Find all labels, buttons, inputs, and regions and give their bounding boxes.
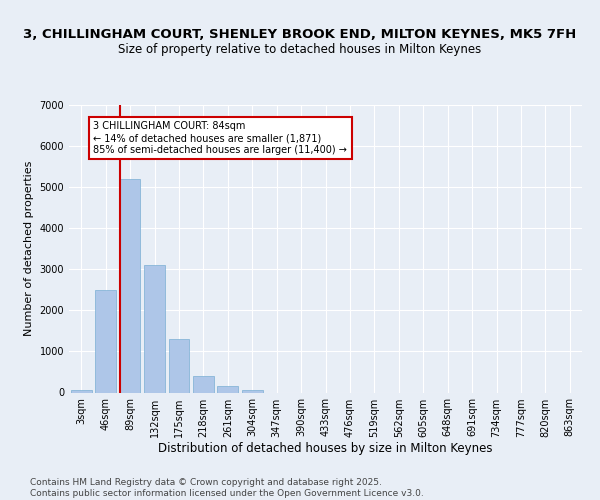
Bar [169, 339, 190, 392]
Y-axis label: Number of detached properties: Number of detached properties [24, 161, 34, 336]
Text: Size of property relative to detached houses in Milton Keynes: Size of property relative to detached ho… [118, 42, 482, 56]
Text: 3, CHILLINGHAM COURT, SHENLEY BROOK END, MILTON KEYNES, MK5 7FH: 3, CHILLINGHAM COURT, SHENLEY BROOK END,… [23, 28, 577, 40]
X-axis label: Distribution of detached houses by size in Milton Keynes: Distribution of detached houses by size … [158, 442, 493, 456]
Bar [242, 390, 263, 392]
Bar [217, 386, 238, 392]
Bar [193, 376, 214, 392]
Bar [71, 390, 92, 392]
Bar [119, 179, 140, 392]
Bar [95, 290, 116, 392]
Text: Contains HM Land Registry data © Crown copyright and database right 2025.
Contai: Contains HM Land Registry data © Crown c… [30, 478, 424, 498]
Text: 3 CHILLINGHAM COURT: 84sqm
← 14% of detached houses are smaller (1,871)
85% of s: 3 CHILLINGHAM COURT: 84sqm ← 14% of deta… [94, 122, 347, 154]
Bar [144, 265, 165, 392]
